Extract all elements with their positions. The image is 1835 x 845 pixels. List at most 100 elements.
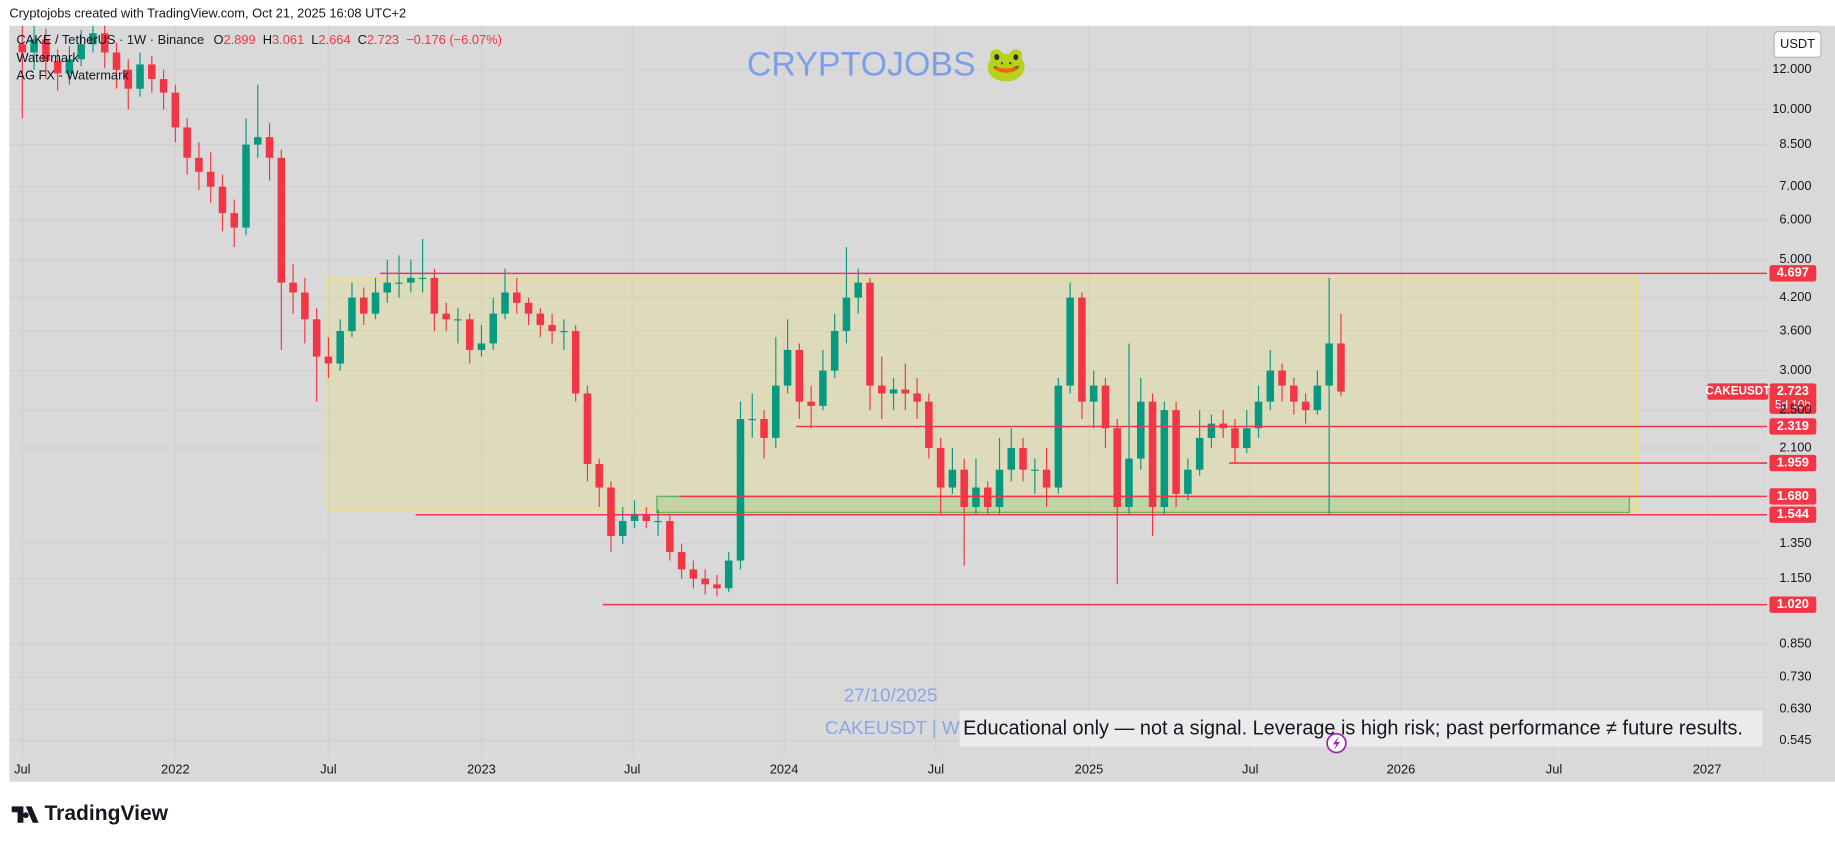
candle-body	[1101, 385, 1110, 429]
candle-body	[477, 343, 486, 350]
indicator: AG FX - Watermark	[16, 68, 129, 83]
last-price-label: 2.723	[1777, 383, 1809, 398]
y-tick-label: 2.100	[1779, 439, 1811, 454]
level-label: 4.697	[1777, 265, 1809, 280]
candle-body	[689, 569, 698, 579]
y-tick-label: 0.545	[1779, 732, 1811, 747]
candle-body	[760, 419, 768, 438]
candle-body	[666, 520, 674, 553]
candle-body	[265, 137, 274, 158]
candle-body	[112, 52, 121, 70]
candle-body	[560, 331, 568, 333]
candle-body	[1007, 447, 1016, 470]
candle-body	[607, 487, 615, 536]
level-label: 1.544	[1777, 506, 1810, 521]
candle-body	[230, 213, 239, 228]
candle-body	[995, 469, 1004, 507]
candle-body	[983, 487, 992, 507]
axes: 12.000 10.000 8.500 7.000 6.000 5.000 4.200 3.6…	[14, 61, 1812, 776]
candle-body	[430, 277, 439, 314]
candle-body	[583, 393, 592, 465]
candle-body	[1113, 428, 1122, 507]
candle-body	[183, 127, 191, 158]
x-tick-label: Jul	[14, 761, 30, 776]
candle-body	[348, 297, 356, 332]
candle-body	[713, 584, 721, 589]
candle-body	[42, 39, 50, 61]
overlay-date: 27/10/2025	[844, 684, 938, 705]
candle-body	[324, 356, 333, 364]
candle-body	[206, 171, 215, 187]
candle-body	[1313, 385, 1322, 411]
y-tick-label: 1.150	[1779, 570, 1811, 585]
candle-body	[1172, 410, 1180, 494]
y-tick-label: 0.630	[1779, 701, 1811, 716]
candle-body	[595, 464, 603, 488]
y-tick-label: 0.850	[1779, 636, 1811, 651]
watermark: CRYPTOJOBS 🐸	[747, 46, 1027, 84]
candle-body	[1184, 469, 1192, 494]
ohlc-value: 2.899	[223, 32, 255, 47]
candle-body	[18, 44, 27, 53]
candle-body	[289, 282, 297, 293]
x-tick-label: 2022	[161, 761, 190, 776]
candle-body	[618, 520, 627, 536]
level-tag	[1769, 418, 1817, 435]
symbol-line: CAKE / TetherUS · 1W · Binance O2.899 H3.0…	[16, 32, 502, 47]
candle-body	[371, 292, 380, 314]
disclaimer-box	[959, 710, 1763, 747]
candle-body	[1337, 343, 1345, 392]
x-tick-label: 2024	[770, 761, 799, 776]
level-tag	[1769, 265, 1817, 282]
candle-body	[548, 325, 556, 332]
candle-body	[1078, 297, 1086, 402]
symbol-tag	[1707, 383, 1769, 400]
x-tick-label: Jul	[1546, 761, 1562, 776]
candle-body	[536, 313, 545, 326]
candle-body	[1066, 297, 1074, 386]
ohlc-value: 2.664	[318, 32, 350, 47]
y-tick-label: 7.000	[1779, 178, 1811, 193]
y-tick-label: 0.730	[1779, 669, 1811, 684]
candle-body	[1160, 410, 1169, 507]
y-tick-label: 12.000	[1772, 61, 1811, 76]
candle-body	[1125, 458, 1133, 507]
logo: TradingView	[11, 802, 169, 825]
candle-body	[1325, 343, 1333, 386]
candle-body	[1266, 370, 1275, 402]
candle-body	[854, 282, 862, 298]
candle-body	[1254, 401, 1263, 429]
candle-body	[1054, 385, 1063, 488]
candle-body	[1089, 385, 1098, 402]
logo-mark	[11, 806, 39, 823]
candle-body	[254, 137, 262, 145]
y-tick-label: 1.350	[1779, 535, 1811, 550]
overlay-ticker: CAKEUSDT | W	[825, 717, 960, 738]
candle-body	[148, 64, 156, 80]
disclaimer: Educational only — not a signal. Leverag…	[963, 717, 1743, 739]
candle-body	[1278, 370, 1286, 386]
candle-body	[972, 487, 980, 507]
candle-body	[195, 157, 203, 172]
candle-body	[301, 292, 309, 320]
y-tick-label: 4.200	[1779, 289, 1811, 304]
y-tick-label: 8.500	[1779, 136, 1811, 151]
candle-body	[830, 331, 839, 371]
candle-body	[53, 60, 62, 74]
x-tick-label: 2027	[1693, 761, 1722, 776]
candle-body	[1290, 385, 1298, 402]
candle-body	[1231, 428, 1239, 448]
change: −0.176 (−6.07%)	[406, 32, 502, 47]
candle-body	[807, 401, 815, 406]
candle-body	[866, 282, 874, 386]
candle-body	[630, 513, 639, 521]
level-tag	[1769, 488, 1817, 505]
candle-body	[418, 277, 427, 280]
candle-body	[724, 560, 733, 589]
currency-button[interactable]	[1773, 31, 1822, 58]
level-label: 2.319	[1777, 418, 1809, 433]
currency[interactable]: USDT	[1780, 36, 1815, 51]
candle-body	[901, 389, 910, 394]
candle-body	[242, 144, 250, 228]
